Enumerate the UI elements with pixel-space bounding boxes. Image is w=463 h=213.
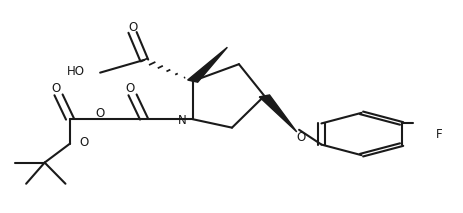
Text: O: O bbox=[128, 21, 137, 34]
Text: O: O bbox=[79, 136, 88, 149]
Polygon shape bbox=[259, 95, 296, 132]
Text: O: O bbox=[95, 107, 105, 120]
Text: O: O bbox=[125, 82, 135, 95]
Polygon shape bbox=[187, 47, 227, 82]
Text: HO: HO bbox=[67, 65, 85, 78]
Text: O: O bbox=[51, 82, 61, 95]
Text: N: N bbox=[178, 114, 187, 127]
Text: F: F bbox=[435, 128, 441, 141]
Text: O: O bbox=[296, 131, 306, 144]
